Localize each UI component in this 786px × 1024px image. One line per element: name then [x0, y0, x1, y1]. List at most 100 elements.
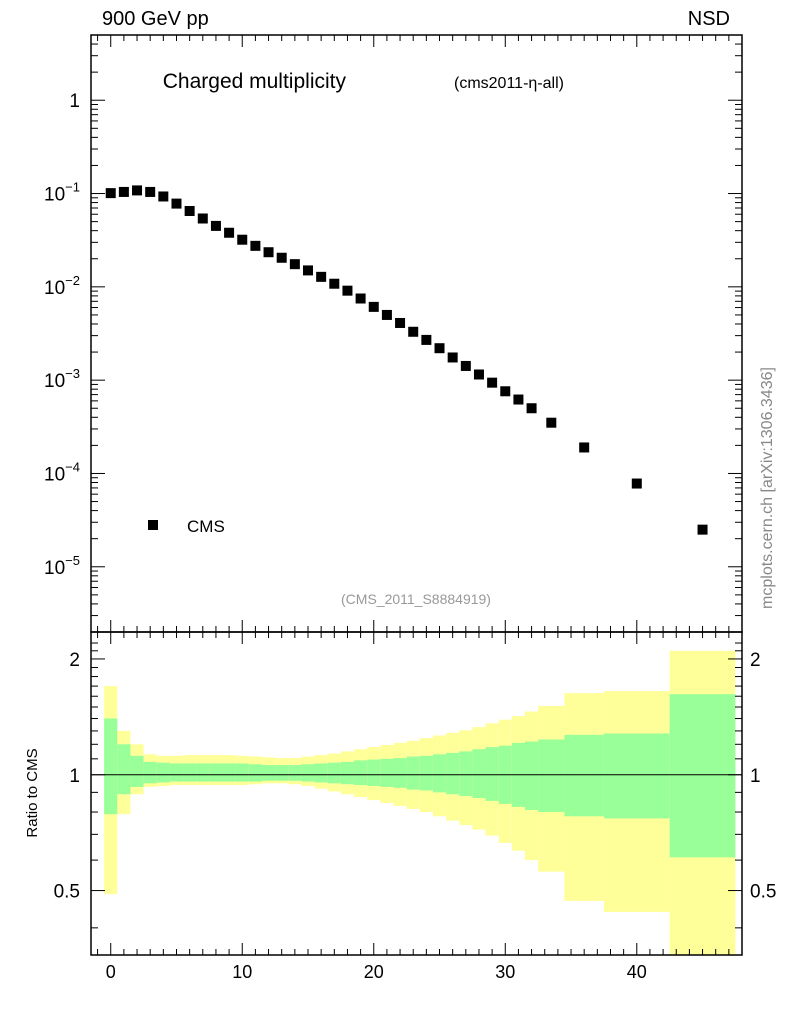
data-point-22 [395, 317, 406, 328]
ratio-y-axis-label: Ratio to CMS [24, 748, 41, 837]
inner-band-bin-18 [340, 761, 355, 785]
analysis-id: (CMS_2011_S8884919) [341, 591, 491, 607]
inner-band-bin-25 [432, 754, 447, 793]
inner-band-bin-27 [459, 751, 473, 797]
data-point-7 [197, 213, 208, 224]
ratio-y-tick-label-left-0: 0.5 [54, 882, 80, 903]
inner-band-bin-29 [485, 747, 499, 801]
inner-band-bin-24 [419, 755, 433, 791]
inner-band-bin-33 [538, 739, 565, 813]
x-tick-label-2: 20 [364, 962, 384, 982]
inner-band-bin-16 [314, 763, 328, 783]
inner-band-bin-6 [183, 763, 197, 782]
main-y-tick-label-2: 10−2 [44, 273, 80, 299]
inner-band-bin-32 [525, 741, 539, 810]
inner-band-bin-15 [301, 764, 315, 782]
data-point-28 [473, 369, 484, 380]
ratio-y-tick-label-right-2: 2 [750, 650, 761, 671]
inner-band-bin-5 [169, 763, 184, 782]
ratio-bands [104, 650, 736, 955]
data-point-18 [342, 285, 353, 296]
inner-band-bin-34 [564, 734, 604, 817]
ratio-y-tick-label-left-1: 1 [69, 766, 80, 787]
data-point-9 [224, 227, 235, 238]
data-point-6 [184, 205, 195, 216]
data-point-14 [289, 259, 300, 270]
inner-band-bin-4 [156, 762, 170, 783]
inner-band-bin-21 [380, 758, 394, 787]
data-point-29 [487, 377, 498, 388]
data-point-10 [237, 234, 248, 245]
data-point-23 [408, 326, 419, 337]
data-point-24 [421, 334, 432, 345]
inner-band-bin-12 [261, 765, 276, 781]
ratio-y-tick-label-left-2: 2 [69, 650, 80, 671]
data-point-34 [579, 442, 590, 453]
inner-band-bin-14 [288, 765, 302, 781]
data-point-5 [171, 198, 182, 209]
x-tick-label-4: 40 [627, 962, 647, 982]
data-point-3 [145, 186, 156, 197]
data-point-32 [526, 403, 537, 414]
inner-band-bin-9 [222, 763, 236, 782]
inner-band-bin-36 [669, 694, 736, 858]
ratio-plot-frame [90, 631, 743, 956]
data-point-16 [316, 271, 327, 282]
main-y-tick-label-0: 1 [69, 91, 80, 112]
header-process-label: NSD [687, 8, 730, 30]
data-point-8 [210, 220, 221, 231]
data-point-11 [250, 240, 261, 251]
data-point-33 [546, 417, 557, 428]
data-point-0 [105, 188, 116, 199]
data-point-12 [263, 247, 274, 258]
x-tick-label-1: 10 [232, 962, 252, 982]
inner-band-bin-26 [446, 752, 460, 795]
legend-marker-cms [148, 520, 158, 530]
data-point-27 [460, 360, 471, 371]
data-point-21 [381, 309, 392, 320]
data-point-35 [631, 478, 642, 489]
main-y-tick-label-1: 10−1 [44, 180, 80, 206]
inner-band-bin-19 [354, 760, 368, 786]
chart-title: Charged multiplicity [163, 70, 347, 93]
inner-band-bin-11 [248, 764, 262, 782]
data-point-19 [355, 293, 366, 304]
ratio-y-tick-label-right-1: 1 [750, 766, 761, 787]
data-point-36 [697, 524, 708, 535]
inner-band-bin-13 [275, 765, 289, 781]
data-point-30 [500, 386, 511, 397]
main-y-tick-label-4: 10−4 [44, 459, 80, 485]
inner-band-bin-2 [130, 755, 144, 787]
data-point-17 [329, 278, 340, 289]
main-y-tick-label-5: 10−5 [44, 553, 80, 579]
main-y-tick-label-3: 10−3 [44, 366, 80, 392]
axis-ticks [91, 34, 742, 955]
inner-band-bin-10 [235, 763, 249, 782]
inner-band-bin-8 [209, 763, 223, 782]
data-point-31 [513, 394, 524, 405]
data-point-4 [158, 191, 169, 202]
data-point-1 [118, 186, 129, 197]
ratio-y-tick-label-right-0: 0.5 [750, 882, 776, 903]
data-point-26 [447, 352, 458, 363]
inner-band-bin-35 [603, 733, 670, 819]
inner-band-bin-7 [196, 763, 210, 782]
x-tick-label-3: 30 [495, 962, 515, 982]
data-point-13 [276, 252, 287, 263]
inner-band-bin-28 [472, 749, 486, 799]
data-point-20 [368, 301, 379, 312]
data-point-2 [132, 185, 143, 196]
chart-subtitle: (cms2011-η-all) [454, 75, 564, 92]
inner-band-bin-0 [104, 718, 118, 815]
inner-band-bin-23 [406, 756, 420, 790]
header-energy-label: 900 GeV pp [102, 8, 209, 30]
inner-band-bin-20 [367, 759, 381, 786]
inner-band-bin-3 [143, 761, 157, 784]
inner-band-bin-1 [117, 744, 131, 795]
data-point-15 [303, 265, 313, 276]
axis-tick-labels: 0 10 20 30 40 1 10−1 10−2 10−3 10−4 10−5 0.5 0.5 1 1 2 2 [44, 91, 776, 982]
data-markers [105, 185, 708, 535]
data-point-25 [434, 343, 445, 354]
legend-label-cms: CMS [187, 517, 225, 536]
